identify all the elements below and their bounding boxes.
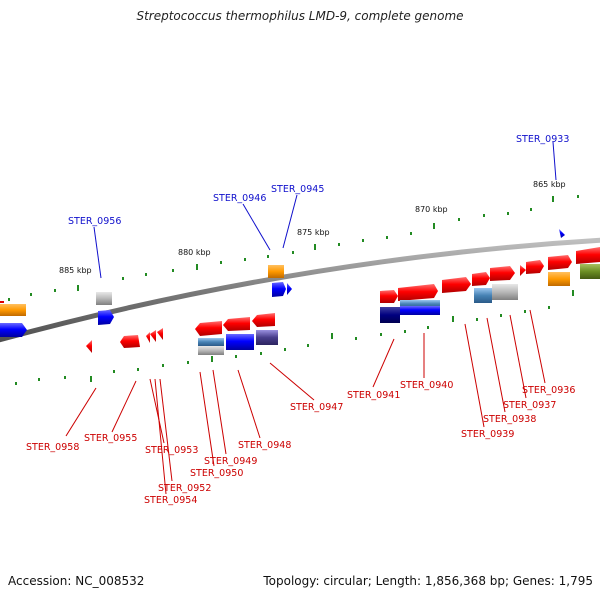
accession-text: Accession: NC_008532: [8, 574, 145, 588]
forward-labels: [93, 141, 557, 279]
gene-feature: [474, 288, 492, 303]
gene-label-ster-0945[interactable]: STER_0945: [271, 184, 324, 195]
gene-feature: [580, 264, 600, 279]
gene-feature: [398, 284, 438, 301]
gene-feature: [559, 229, 565, 238]
gene-feature: [380, 307, 400, 323]
gene-feature: [490, 266, 515, 281]
scale-label-880: 880 kbp: [178, 248, 211, 257]
major-tick: [77, 285, 79, 291]
reverse-strand-genes: [86, 313, 278, 355]
major-tick: [552, 196, 554, 202]
gene-feature: [120, 335, 140, 348]
gene-label-ster-0946[interactable]: STER_0946: [213, 193, 266, 204]
gene-label-ster-0937[interactable]: STER_0937: [503, 400, 556, 411]
outer-scale-ticks: [8, 195, 579, 301]
gene-feature: [157, 328, 163, 340]
gene-feature: [268, 265, 284, 278]
scale-label-865: 865 kbp: [533, 180, 566, 189]
gene-label-ster-0947[interactable]: STER_0947: [290, 402, 343, 413]
gene-label-ster-0954[interactable]: STER_0954: [144, 495, 197, 506]
gene-feature: [548, 255, 572, 270]
gene-feature: [0, 323, 27, 337]
gene-label-ster-0949[interactable]: STER_0949: [204, 456, 257, 467]
gene-feature: [256, 330, 278, 345]
inner-scale-ticks: [15, 290, 574, 385]
gene-label-ster-0953[interactable]: STER_0953: [145, 445, 198, 456]
scale-label-885: 885 kbp: [59, 266, 92, 275]
genome-backbone: [0, 237, 600, 343]
gene-label-ster-0950[interactable]: STER_0950: [190, 468, 243, 479]
reverse-labels: [65, 309, 546, 495]
gene-feature: [0, 304, 26, 316]
gene-feature: [96, 292, 112, 305]
gene-feature: [287, 283, 292, 295]
gene-label-ster-0933[interactable]: STER_0933: [516, 134, 569, 145]
gene-label-ster-0948[interactable]: STER_0948: [238, 440, 291, 451]
map-title: Streptococcus thermophilus LMD-9, comple…: [136, 9, 464, 23]
gene-feature: [576, 247, 600, 264]
scale-label-870: 870 kbp: [415, 205, 448, 214]
gene-label-ster-0956[interactable]: STER_0956: [68, 216, 121, 227]
gene-feature: [272, 282, 286, 297]
major-tick: [314, 244, 316, 250]
gene-feature: [226, 334, 254, 350]
gene-feature: [150, 330, 156, 342]
gene-label-ster-0958[interactable]: STER_0958: [26, 442, 79, 453]
gene-feature: [520, 265, 526, 276]
gene-label-ster-0938[interactable]: STER_0938: [483, 414, 536, 425]
gene-feature: [198, 346, 224, 355]
gene-label-ster-0952[interactable]: STER_0952: [158, 483, 211, 494]
gene-label-ster-0940[interactable]: STER_0940: [400, 380, 453, 391]
gene-feature: [400, 306, 440, 315]
major-tick: [433, 223, 435, 229]
gene-feature: [195, 321, 222, 336]
gene-label-ster-0939[interactable]: STER_0939: [461, 429, 514, 440]
major-tick: [196, 264, 198, 270]
gene-feature: [86, 340, 92, 353]
gene-feature: [492, 284, 518, 300]
gene-feature: [198, 338, 224, 346]
scale-label-875: 875 kbp: [297, 228, 330, 237]
gene-feature: [252, 313, 275, 327]
gene-feature: [548, 272, 570, 286]
gene-feature: [146, 332, 150, 343]
gene-feature: [0, 301, 4, 303]
forward-strand-genes: [0, 229, 600, 337]
genome-summary-text: Topology: circular; Length: 1,856,368 bp…: [263, 574, 593, 588]
gene-feature: [380, 290, 398, 303]
gene-feature: [526, 260, 544, 274]
gene-feature: [400, 300, 440, 308]
gene-feature: [472, 272, 490, 286]
gene-feature: [98, 310, 114, 325]
gene-label-ster-0941[interactable]: STER_0941: [347, 390, 400, 401]
gene-label-ster-0955[interactable]: STER_0955: [84, 433, 137, 444]
gene-feature: [223, 317, 250, 331]
gene-feature: [442, 277, 471, 293]
gene-label-ster-0936[interactable]: STER_0936: [522, 385, 575, 396]
